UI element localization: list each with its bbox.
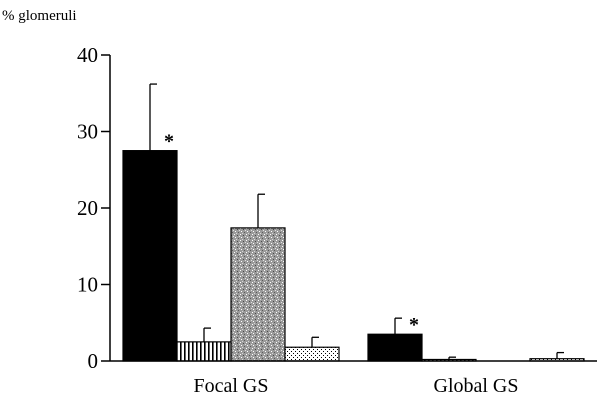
significance-marker: * <box>164 131 174 153</box>
bar-solid-black-1 <box>122 150 178 362</box>
bar-solid-black-2 <box>367 333 423 362</box>
y-tick-label: 30 <box>77 120 98 144</box>
x-category-label: Global GS <box>434 375 519 397</box>
x-axis: Focal GS Global GS <box>110 360 597 397</box>
y-tick-label: 10 <box>77 273 98 297</box>
bar-vertical-stripes-1 <box>176 341 232 362</box>
bar-dots-1 <box>284 346 340 362</box>
y-axis: 0 10 20 30 40 <box>77 43 111 373</box>
bars: ** <box>122 83 585 362</box>
y-tick-label: 0 <box>88 349 99 373</box>
y-tick-label: 40 <box>77 43 98 67</box>
bar-gray-speckle-1 <box>230 227 286 362</box>
significance-marker: * <box>409 314 419 336</box>
y-tick-label: 20 <box>77 196 98 220</box>
y-axis-label: % glomeruli <box>2 8 77 24</box>
x-category-label: Focal GS <box>194 375 269 397</box>
